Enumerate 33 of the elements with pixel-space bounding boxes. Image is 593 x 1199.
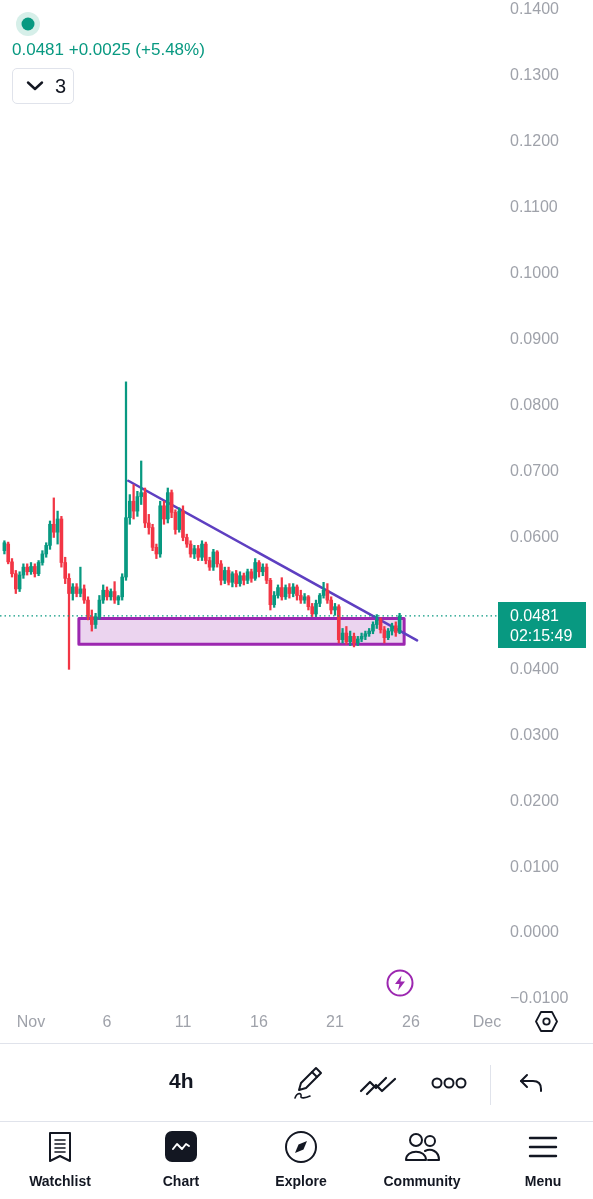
x-tick-label: 6 [102, 1013, 112, 1031]
x-tick-label: 11 [174, 1013, 192, 1031]
ref-line-label: 0.0481 [510, 607, 560, 625]
text: Community [383, 1172, 461, 1190]
y-tick-label: 0.0800 [510, 396, 560, 414]
x-tick-label: 16 [250, 1013, 268, 1031]
text: Explore [275, 1172, 327, 1190]
y-tick-label: 0.0700 [510, 461, 560, 479]
y-tick-label: 0.1200 [510, 132, 560, 150]
x-tick-label: 21 [326, 1013, 344, 1031]
y-tick-label: 0.0200 [510, 791, 560, 809]
annotation: 3 [55, 74, 67, 98]
annotation: 0.0481 +0.0025 (+5.48%) [12, 40, 205, 60]
x-tick-label: Dec [472, 1013, 502, 1031]
text: Chart [162, 1172, 200, 1190]
y-tick-label: 0.0100 [510, 857, 560, 875]
y-tick-label: 0.1300 [510, 66, 560, 84]
x-tick-label: Nov [16, 1013, 46, 1031]
y-tick-label: 0.0600 [510, 527, 560, 545]
text: 4h [169, 1069, 194, 1093]
y-tick-label: 0.0000 [510, 923, 560, 941]
y-tick-label: 0.0900 [510, 330, 560, 348]
y-tick-label: −0.0100 [510, 989, 569, 1007]
y-tick-label: 0.1400 [510, 0, 560, 18]
y-tick-label: 0.0400 [510, 659, 560, 677]
y-tick-label: 0.1100 [510, 198, 558, 216]
dropdown-button: 3 [12, 68, 74, 104]
x-tick-label: 26 [402, 1013, 420, 1031]
text: 02:15:49 [510, 627, 573, 645]
text: Watchlist [29, 1172, 91, 1190]
y-tick-label: 0.0300 [510, 725, 560, 743]
text: Menu [524, 1172, 562, 1190]
y-tick-label: 0.1000 [510, 264, 560, 282]
